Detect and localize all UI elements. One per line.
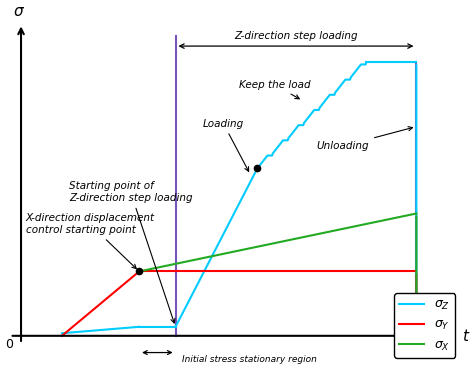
Text: Starting point of
Z-direction step loading: Starting point of Z-direction step loadi… <box>69 181 192 323</box>
Text: Initial stress stationary region: Initial stress stationary region <box>182 355 317 364</box>
Text: 0: 0 <box>5 338 13 352</box>
Text: Z-direction step loading: Z-direction step loading <box>234 31 358 41</box>
Text: X-direction displacement
control starting point: X-direction displacement control startin… <box>26 214 155 269</box>
Text: Keep the load: Keep the load <box>239 80 311 99</box>
Text: $t$: $t$ <box>462 328 470 344</box>
Legend: $\sigma_Z$, $\sigma_Y$, $\sigma_X$: $\sigma_Z$, $\sigma_Y$, $\sigma_X$ <box>394 293 456 358</box>
Text: $\sigma$: $\sigma$ <box>13 4 25 19</box>
Text: Unloading: Unloading <box>317 127 412 151</box>
Text: Loading: Loading <box>203 119 249 171</box>
